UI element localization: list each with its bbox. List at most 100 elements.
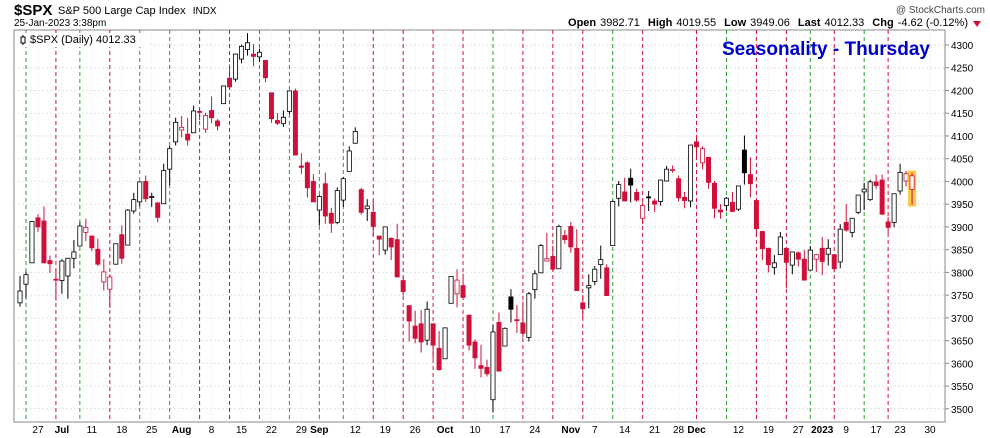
candle-body [101, 271, 107, 283]
candle-body [346, 150, 352, 172]
candle-body [712, 182, 717, 209]
y-tick-label: 3650 [951, 337, 974, 348]
x-tick-label: 7 [592, 425, 598, 436]
candle-body [107, 276, 113, 290]
candle-body [35, 217, 41, 228]
plot-frame [13, 29, 946, 423]
candle-body [568, 226, 574, 248]
quote-label: High [648, 17, 673, 29]
x-tick-label: 17 [499, 425, 511, 436]
down-arrow [973, 21, 981, 27]
candle-body [388, 237, 394, 248]
candle-body [682, 196, 688, 201]
y-tick-label: 4250 [951, 64, 974, 75]
y-tick-label: 3850 [951, 246, 974, 257]
quote-label: Chg [872, 17, 893, 29]
candle-body [544, 258, 550, 262]
legend-label: $SPX (Daily) 4012.33 [30, 34, 136, 46]
candle-body [466, 314, 472, 346]
x-tick-label: Nov [561, 425, 580, 436]
candle-body [562, 235, 568, 241]
x-tick-label: 22 [266, 425, 278, 436]
candle-body [514, 319, 520, 322]
candle-body [478, 365, 484, 369]
candle-body [550, 256, 556, 270]
candles [17, 33, 917, 413]
candle-body [430, 323, 436, 346]
candle-body [137, 181, 143, 203]
quote-value: 3982.71 [600, 17, 640, 29]
candle-body [376, 235, 382, 240]
candle-body [484, 367, 490, 375]
candle-body [604, 267, 610, 296]
y-tick-label: 4200 [951, 86, 974, 97]
candle-body [538, 245, 544, 274]
candle-body [556, 226, 562, 270]
candle-body [873, 181, 879, 186]
candle-body [250, 53, 256, 57]
y-tick-label: 3900 [951, 223, 974, 234]
candle-body [448, 276, 454, 304]
candle-body [245, 42, 250, 50]
candle-body [807, 249, 813, 271]
candle-body [191, 110, 197, 134]
candle-body [268, 92, 274, 120]
candle-body [131, 199, 137, 212]
candle-body [29, 221, 35, 264]
candle-body [831, 254, 837, 270]
candle-body [328, 212, 334, 224]
candle-body [292, 90, 298, 156]
candle-body [77, 225, 83, 247]
candle-body [508, 296, 514, 310]
candle-body [747, 174, 753, 185]
candle-body [765, 247, 771, 266]
candle-body [640, 205, 646, 219]
candle-body [382, 226, 388, 251]
candle-body [143, 181, 149, 200]
x-tick-label: 17 [871, 425, 883, 436]
candle-body [580, 302, 586, 310]
x-tick-label: 18 [116, 425, 128, 436]
candle-body [490, 331, 496, 401]
x-tick-label: 12 [733, 425, 745, 436]
candle-body [256, 51, 262, 58]
y-tick-label: 4300 [951, 41, 974, 52]
index-name: S&P 500 Large Cap Index INDX [58, 5, 217, 17]
candle-body [358, 189, 364, 213]
x-tick-label: 29 [296, 425, 308, 436]
x-tick-label: 2023 [811, 425, 834, 436]
y-tick-label: 3800 [951, 268, 974, 279]
x-tick-label: 27 [793, 425, 805, 436]
candle-body [239, 45, 245, 60]
y-tick-label: 4000 [951, 177, 974, 188]
candle-body [310, 181, 316, 203]
candle-body [592, 268, 598, 282]
candle-body [837, 228, 843, 263]
candle-body [17, 290, 23, 304]
quote-label: Low [724, 17, 746, 29]
candle-body [149, 196, 155, 198]
x-tick-label: Dec [687, 425, 706, 436]
candle-body [364, 205, 370, 210]
candle-body [197, 111, 203, 113]
candle-body [173, 121, 179, 143]
x-tick-label: Sep [310, 425, 328, 436]
candle-body [885, 221, 891, 228]
x-tick-label: 21 [649, 425, 661, 436]
quote-value: 4012.33 [825, 17, 865, 29]
index-name: S&P 500 Large Cap Index [58, 5, 186, 17]
legend: $SPX (Daily) 4012.33 [18, 33, 148, 47]
x-tick-label: Oct [437, 425, 454, 436]
candle-body [897, 171, 903, 192]
candle-body [352, 131, 358, 144]
candle-body [879, 179, 885, 215]
candle-body [520, 322, 526, 334]
candle-body [280, 116, 286, 125]
quote-value: 4019.55 [676, 17, 716, 29]
y-tick-label: 3550 [951, 382, 974, 393]
candle-body [316, 196, 322, 211]
candle-body [454, 279, 460, 295]
candle-body [322, 183, 328, 217]
candle-body [700, 148, 706, 164]
candle-body [41, 220, 47, 264]
